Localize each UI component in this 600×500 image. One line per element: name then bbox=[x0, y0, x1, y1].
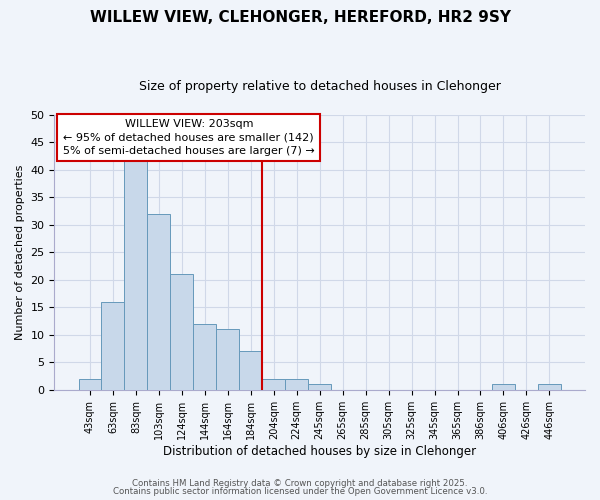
Bar bbox=[538, 384, 561, 390]
Bar bbox=[239, 352, 262, 390]
Text: WILLEW VIEW: 203sqm
← 95% of detached houses are smaller (142)
5% of semi-detach: WILLEW VIEW: 203sqm ← 95% of detached ho… bbox=[63, 120, 314, 156]
Bar bbox=[101, 302, 124, 390]
Bar bbox=[124, 159, 148, 390]
Text: Contains public sector information licensed under the Open Government Licence v3: Contains public sector information licen… bbox=[113, 487, 487, 496]
Text: Contains HM Land Registry data © Crown copyright and database right 2025.: Contains HM Land Registry data © Crown c… bbox=[132, 478, 468, 488]
Bar bbox=[285, 379, 308, 390]
Bar bbox=[79, 379, 101, 390]
Bar bbox=[492, 384, 515, 390]
Y-axis label: Number of detached properties: Number of detached properties bbox=[15, 164, 25, 340]
Bar bbox=[217, 330, 239, 390]
Bar bbox=[262, 379, 285, 390]
X-axis label: Distribution of detached houses by size in Clehonger: Distribution of detached houses by size … bbox=[163, 444, 476, 458]
Bar bbox=[170, 274, 193, 390]
Bar bbox=[308, 384, 331, 390]
Bar bbox=[148, 214, 170, 390]
Bar bbox=[193, 324, 217, 390]
Text: WILLEW VIEW, CLEHONGER, HEREFORD, HR2 9SY: WILLEW VIEW, CLEHONGER, HEREFORD, HR2 9S… bbox=[89, 10, 511, 25]
Title: Size of property relative to detached houses in Clehonger: Size of property relative to detached ho… bbox=[139, 80, 500, 93]
